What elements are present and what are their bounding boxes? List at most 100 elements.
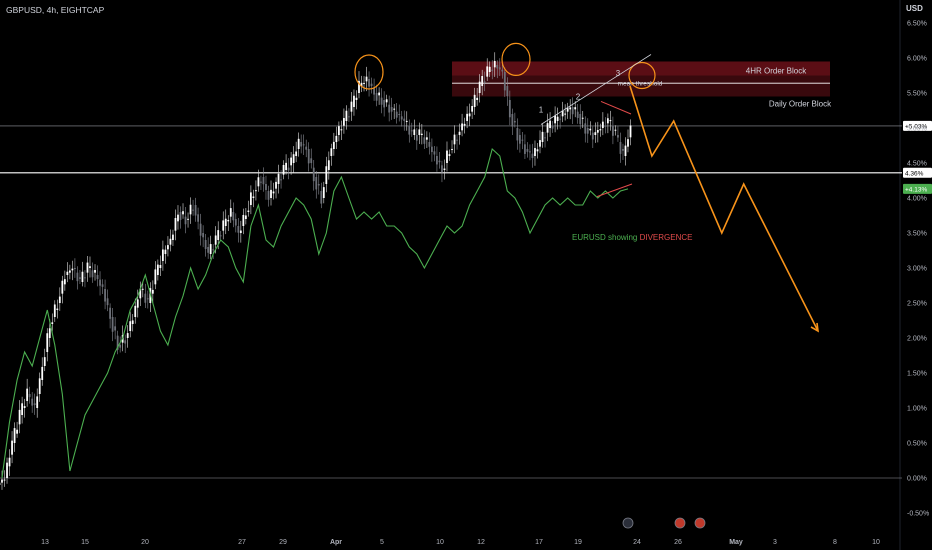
candle-body — [8, 457, 11, 467]
highlight-circle[interactable] — [354, 54, 384, 90]
candle — [410, 122, 413, 137]
candle — [312, 160, 315, 191]
projection-path[interactable] — [629, 85, 819, 333]
candle — [433, 145, 436, 162]
projection-line[interactable] — [629, 85, 819, 332]
candle — [96, 265, 99, 287]
candle-body — [617, 135, 619, 138]
candle — [330, 143, 333, 166]
candle — [571, 97, 574, 124]
candle-body — [292, 154, 295, 163]
flash-event-icon[interactable] — [622, 517, 634, 529]
candle — [194, 197, 197, 222]
candle-body — [249, 192, 252, 205]
candle — [581, 110, 584, 128]
x-tick-label: 27 — [238, 539, 246, 546]
candle — [400, 110, 403, 127]
candle-body — [61, 280, 64, 294]
y-tick-label: 6.00% — [907, 56, 927, 63]
candle-body — [579, 114, 582, 125]
candle-body — [227, 219, 230, 222]
x-tick-label: 5 — [380, 539, 384, 546]
x-tick-label: 24 — [633, 539, 641, 546]
candle-body — [601, 121, 604, 128]
candle — [456, 134, 458, 150]
candle-body — [31, 398, 34, 406]
price-badge-text: 4.36% — [905, 170, 924, 177]
candle — [315, 170, 318, 199]
highlight-circle[interactable] — [501, 42, 531, 77]
candle — [1, 470, 3, 490]
candle-body — [154, 269, 157, 285]
candle-body — [79, 277, 81, 279]
y-tick-label: 0.00% — [907, 476, 927, 483]
candle — [199, 213, 202, 246]
candle — [219, 230, 222, 241]
projection-arrowhead — [810, 322, 819, 333]
price-badge-text: +4.13% — [905, 186, 927, 193]
candle-body — [267, 191, 270, 200]
candle — [129, 311, 132, 338]
candle-body — [343, 118, 345, 126]
candle — [511, 108, 514, 136]
annotations[interactable]: 1 2 3 EURUSD showing DIVERGENCE — [354, 42, 692, 242]
candle-body — [26, 388, 29, 401]
candle — [418, 122, 421, 145]
candle — [627, 129, 629, 153]
candle — [383, 91, 386, 117]
candle-body — [265, 184, 267, 190]
candle — [79, 270, 81, 284]
candle — [161, 240, 164, 271]
wave-trend-line[interactable] — [540, 54, 652, 125]
economic-event-icon[interactable] — [674, 517, 686, 529]
candle-body — [234, 219, 237, 226]
candle-body — [242, 214, 245, 226]
candle-body — [531, 153, 534, 159]
candle-body — [161, 249, 164, 261]
candle-body — [513, 121, 516, 123]
candle — [491, 60, 494, 80]
candle — [451, 140, 453, 154]
divergence-line-eurusd[interactable] — [596, 183, 633, 198]
candle — [408, 119, 411, 143]
highlight-circle[interactable] — [628, 61, 656, 90]
order-block-zones[interactable]: mean threshold 4HR Order Block Daily Order… — [452, 61, 832, 109]
candle — [222, 211, 225, 240]
candle — [282, 160, 285, 180]
candle-body — [109, 307, 112, 319]
candle-body — [297, 138, 300, 149]
candle-body — [486, 66, 489, 77]
candle-body — [315, 177, 318, 190]
price-badge: +4.13% — [903, 183, 932, 194]
candle-body — [591, 132, 594, 140]
candle-body — [36, 396, 39, 408]
candle-body — [197, 214, 199, 222]
candle-body — [66, 271, 69, 275]
candle-body — [622, 149, 624, 151]
horizontal-levels[interactable]: +5.03% 4.36% +4.13% — [0, 120, 932, 479]
candle-body — [335, 135, 338, 142]
candle-body — [431, 146, 433, 153]
candle — [481, 69, 484, 96]
candle — [395, 103, 398, 124]
candle-body — [277, 173, 280, 184]
x-axis[interactable]: 13 15 20 27 29 Apr 5 10 12 17 19 24 26 May 3 8 10 — [41, 517, 880, 546]
candle — [192, 199, 194, 216]
candle — [305, 139, 308, 158]
candle — [531, 143, 534, 168]
candle — [204, 234, 207, 257]
candle-body — [13, 428, 16, 443]
eurusd-line — [1, 147, 629, 479]
order-block-zone[interactable] — [452, 61, 830, 76]
y-tick-label: 2.50% — [907, 301, 927, 308]
y-axis[interactable]: 6.50% 6.00% 5.50% 5.00% 4.50% 4.00% 3.50% 3.00%… — [907, 21, 929, 518]
divergence-line-price[interactable] — [600, 100, 632, 115]
wave-label: 1 — [539, 106, 544, 115]
candle-body — [551, 125, 554, 129]
candle-body — [380, 97, 383, 105]
candle-body — [114, 326, 117, 331]
candle — [343, 108, 345, 134]
candle-body — [41, 366, 44, 380]
economic-event-icon[interactable] — [694, 517, 706, 529]
